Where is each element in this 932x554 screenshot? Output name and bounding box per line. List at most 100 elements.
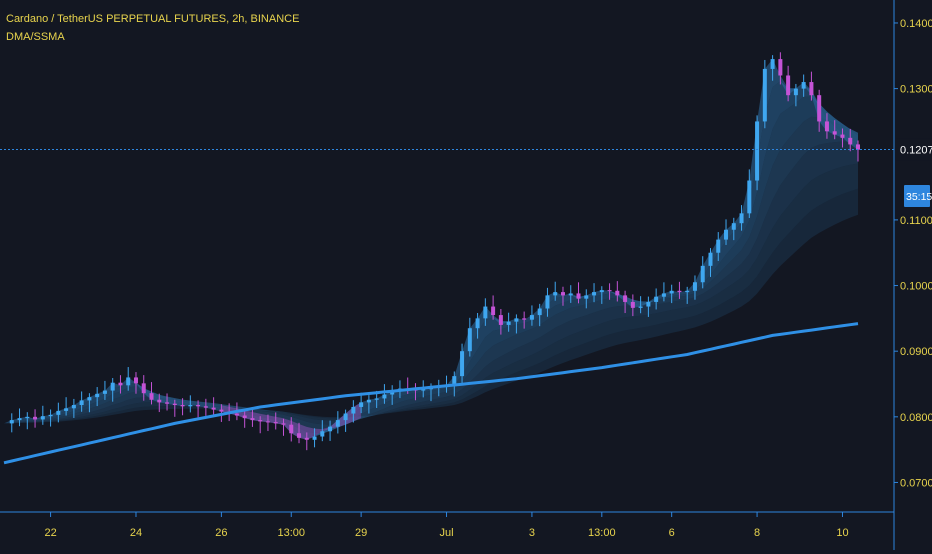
candle-body — [289, 424, 294, 434]
candle-body — [786, 75, 791, 96]
candle-body — [669, 290, 674, 294]
chart-title: Cardano / TetherUS PERPETUAL FUTURES, 2h… — [6, 13, 300, 25]
candle-body — [265, 421, 270, 423]
candle-body — [17, 418, 22, 421]
candle-body — [638, 306, 643, 308]
x-tick-label: 6 — [669, 527, 675, 539]
x-tick-label: 26 — [215, 527, 227, 539]
candle-body — [778, 59, 783, 76]
candle-body — [560, 292, 565, 296]
x-tick-label: 13:00 — [277, 527, 305, 539]
candle-body — [491, 306, 496, 316]
candle-body — [630, 301, 635, 308]
candle-body — [762, 68, 767, 122]
candle-body — [343, 413, 348, 421]
x-tick-label: 10 — [836, 527, 848, 539]
candle-body — [793, 88, 798, 96]
candle-body — [273, 422, 278, 424]
candle-body — [40, 416, 45, 420]
x-tick-label: 8 — [754, 527, 760, 539]
candle-body — [498, 315, 503, 325]
candle-body — [568, 293, 573, 296]
x-tick-label: 24 — [130, 527, 142, 539]
candle-body — [460, 351, 465, 377]
candle-body — [770, 59, 775, 69]
candle-body — [102, 390, 107, 394]
candle-body — [832, 131, 837, 135]
candle-body — [692, 282, 697, 291]
candle-body — [328, 426, 333, 432]
candle-body — [421, 389, 426, 391]
last-price-label: 0.12072 — [900, 145, 932, 157]
candle-body — [87, 397, 92, 401]
candle-body — [599, 290, 604, 293]
candle-body — [196, 405, 201, 407]
candle-body — [452, 376, 457, 386]
candle-body — [219, 409, 224, 412]
ssma-line — [3, 322, 859, 465]
countdown-label: 35:15 — [906, 191, 932, 203]
candle-body — [250, 418, 255, 421]
candle-body — [661, 293, 666, 297]
candle-body — [25, 416, 30, 419]
candle-body — [180, 405, 185, 407]
candle-body — [188, 405, 193, 407]
candles — [9, 52, 860, 451]
candle-body — [172, 403, 177, 406]
candle-body — [335, 420, 340, 427]
candle-body — [817, 95, 822, 122]
candle-body — [592, 292, 597, 296]
candle-body — [95, 393, 100, 398]
candle-body — [615, 290, 620, 296]
candle-body — [483, 306, 488, 319]
candle-body — [607, 290, 612, 292]
candle-body — [646, 301, 651, 307]
candle-body — [848, 137, 853, 145]
candle-body — [320, 431, 325, 437]
candle-body — [56, 410, 61, 415]
candle-body — [708, 252, 713, 266]
x-tick-label: 3 — [529, 527, 535, 539]
candle-body — [809, 82, 814, 96]
candle-body — [133, 377, 138, 384]
candle-body — [79, 400, 84, 406]
candle-body — [118, 382, 123, 386]
candle-body — [33, 416, 38, 420]
last-price-tag: 0.12072 — [896, 138, 932, 161]
candle-body — [157, 399, 162, 403]
candle-body — [724, 229, 729, 240]
candle-body — [351, 406, 356, 414]
candle-body — [203, 406, 208, 408]
candle-body — [731, 223, 736, 230]
candle-body — [685, 290, 690, 293]
candle-body — [71, 405, 76, 409]
dma-ribbon — [4, 59, 858, 440]
indicator-label[interactable]: DMA/SSMA — [6, 31, 65, 43]
candle-body — [126, 377, 131, 386]
candle-body — [623, 295, 628, 302]
candle-body — [165, 402, 170, 404]
candle-body — [700, 265, 705, 283]
candle-body — [110, 382, 115, 391]
candle-body — [856, 144, 860, 150]
candle-body — [149, 393, 154, 400]
candle-body — [801, 82, 806, 89]
x-tick-label: 29 — [355, 527, 367, 539]
candle-body — [677, 290, 682, 293]
candle-body — [576, 293, 581, 299]
candle-body — [359, 402, 364, 407]
x-axis[interactable]: 22 24 26 13:00 29 Jul 3 13:00 6 8 10 — [44, 512, 849, 539]
candle-body — [258, 420, 263, 422]
candle-body — [584, 295, 589, 299]
candle-body — [654, 296, 659, 302]
ribbon-layer — [4, 96, 858, 434]
candle-body — [824, 121, 829, 132]
candle-body — [234, 413, 239, 416]
candle-body — [747, 180, 752, 214]
